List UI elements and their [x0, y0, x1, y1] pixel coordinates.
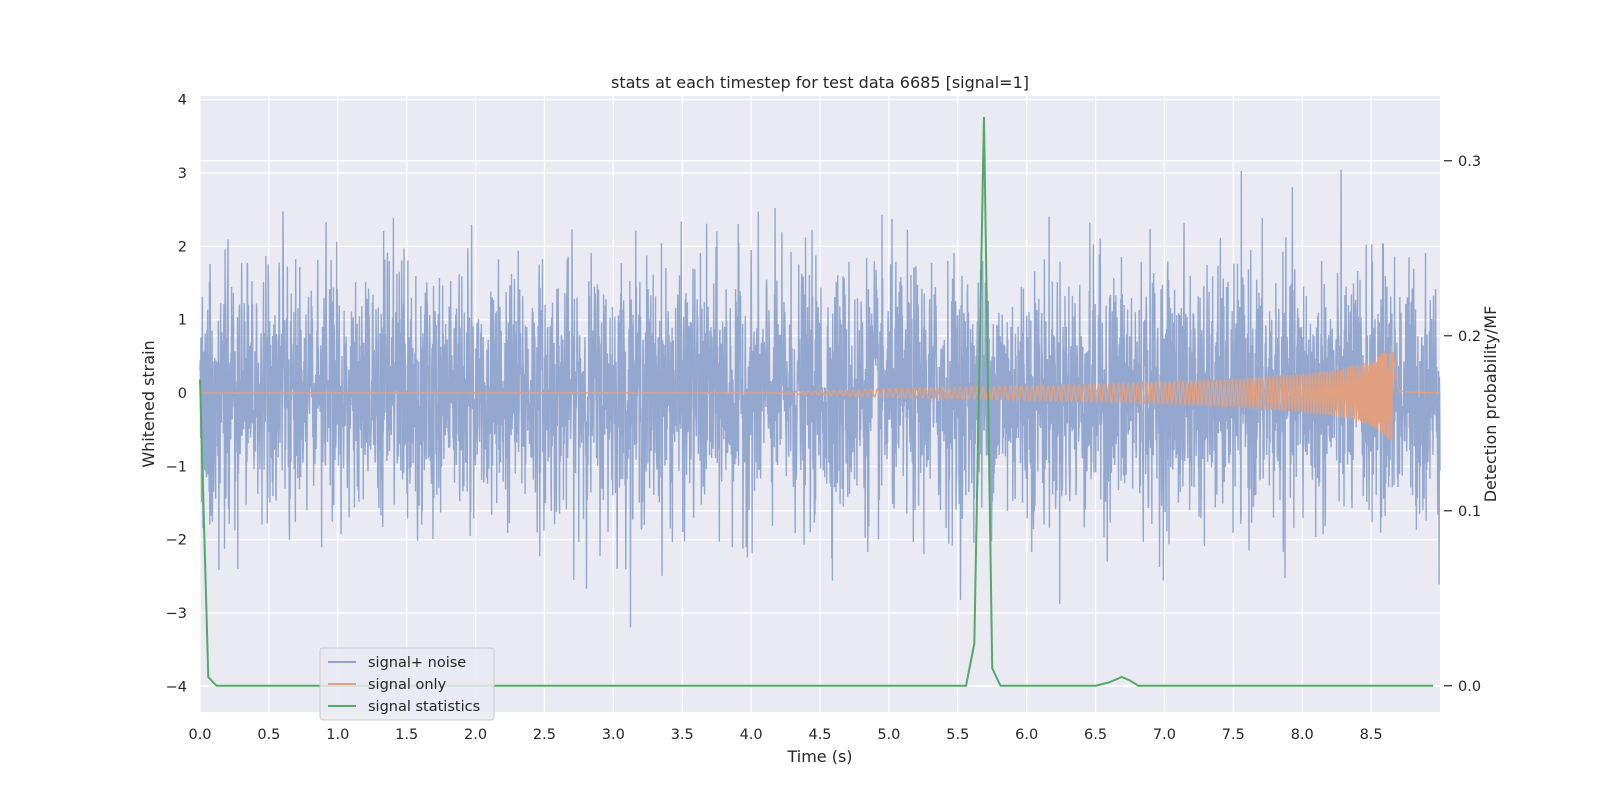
series-signal-only [200, 344, 1441, 441]
noise-line [199, 169, 1441, 628]
y2-axis-ticks: 0.0 0.1 0.2 0.3 [1444, 154, 1481, 695]
y2-tick-label: 0.0 [1458, 679, 1481, 695]
x-tick-label: 5.5 [946, 727, 969, 743]
y2-tick-label: 0.1 [1458, 504, 1481, 520]
y-axis-ticks: −4 −3 −2 −1 0 1 2 3 4 [166, 93, 187, 696]
x-tick-label: 0.0 [188, 727, 211, 743]
x-axis-label: Time (s) [786, 747, 852, 766]
legend: signal+ noise signal only signal statist… [319, 647, 495, 721]
x-tick-label: 7.0 [1153, 727, 1176, 743]
y-tick-label: −4 [166, 679, 187, 695]
x-tick-label: 3.5 [671, 727, 694, 743]
signal-line [200, 344, 1441, 441]
y2-axis-label: Detection probability/MF [1481, 306, 1500, 503]
legend-label-noise: signal+ noise [368, 655, 466, 671]
x-tick-label: 2.0 [464, 727, 487, 743]
chart-title: stats at each timestep for test data 668… [611, 73, 1029, 92]
x-tick-label: 1.0 [326, 727, 349, 743]
y-tick-label: 3 [178, 166, 187, 182]
y-axis-label: Whitened strain [139, 340, 158, 467]
x-tick-label: 4.0 [740, 727, 763, 743]
y2-tick-label: 0.2 [1458, 329, 1481, 345]
x-tick-label: 0.5 [257, 727, 280, 743]
y-tick-label: −1 [166, 459, 187, 475]
legend-label-signal: signal only [368, 677, 447, 693]
x-tick-label: 5.0 [877, 727, 900, 743]
x-tick-label: 6.5 [1084, 727, 1107, 743]
legend-box [319, 647, 495, 721]
y-tick-label: −3 [166, 606, 187, 622]
x-tick-label: 1.5 [395, 727, 418, 743]
x-tick-label: 6.0 [1015, 727, 1038, 743]
legend-label-stats: signal statistics [368, 699, 480, 715]
y2-tick-label: 0.3 [1458, 154, 1481, 170]
x-tick-label: 3.0 [602, 727, 625, 743]
x-tick-label: 8.5 [1360, 727, 1383, 743]
y-tick-label: 2 [178, 239, 187, 255]
y-tick-label: 0 [178, 386, 187, 402]
y-tick-label: −2 [166, 533, 187, 549]
y-tick-label: 1 [178, 313, 187, 329]
x-tick-label: 4.5 [808, 727, 831, 743]
x-axis-ticks: 0.0 0.5 1.0 1.5 2.0 2.5 3.0 3.5 4.0 4.5 5.0 5.5 6.0 6… [188, 727, 1382, 743]
x-tick-label: 8.0 [1291, 727, 1314, 743]
series-signal-plus-noise [199, 169, 1441, 628]
x-tick-label: 7.5 [1222, 727, 1245, 743]
y-tick-label: 4 [178, 93, 187, 109]
x-tick-label: 2.5 [533, 727, 556, 743]
